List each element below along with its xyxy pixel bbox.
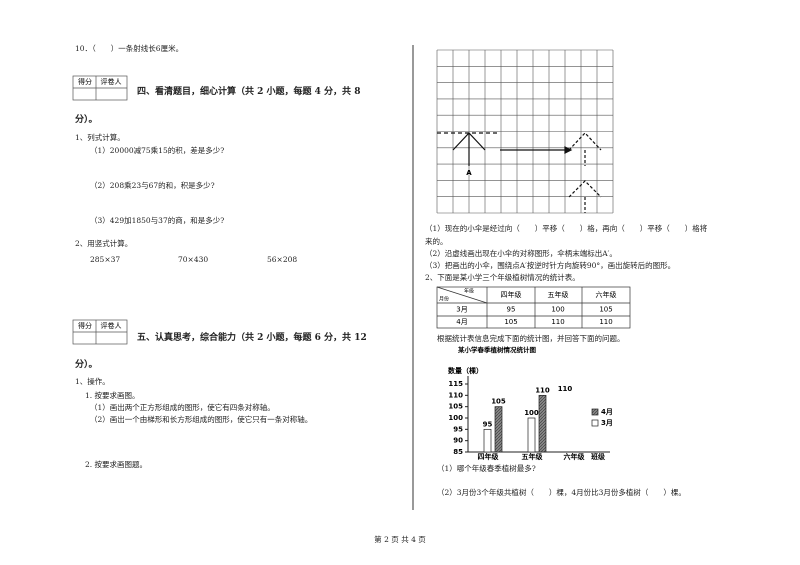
value-label: 100 [524, 409, 539, 417]
table-cell: 100 [551, 306, 564, 314]
table-cell: 3月 [456, 306, 467, 314]
y-axis-label: 数量（棵） [448, 366, 483, 375]
question: 2. 按要求画图题。 [85, 460, 148, 469]
table [436, 286, 631, 329]
value-label: 105 [491, 398, 506, 406]
x-tick-label: 五年级 [522, 452, 544, 461]
x-tick-label: 六年级 [564, 452, 586, 461]
umbrella [437, 132, 602, 213]
question: 285×37 [90, 255, 121, 264]
legend-swatch [591, 408, 599, 416]
reviewer-label: 评卷人 [101, 77, 122, 86]
question: 10．（ ）一条射线长6厘米。 [75, 44, 184, 53]
legend-label: 3月 [601, 419, 613, 427]
question: 70×430 [178, 255, 209, 264]
grid [436, 49, 614, 214]
x-tick-label: 班级 [591, 452, 606, 461]
annotation: 110 [558, 385, 573, 393]
y-tick-label: 100 [448, 414, 463, 422]
score-label: 得分 [78, 321, 92, 330]
reviewer-label: 评卷人 [101, 321, 122, 330]
table-header: 六年级 [596, 290, 617, 299]
table-cell: 95 [507, 306, 516, 314]
value-label: 95 [483, 420, 493, 428]
table-corner: 年级 [464, 288, 474, 295]
x-tick-label: 四年级 [478, 452, 500, 461]
bar [483, 428, 492, 453]
question: （1）哪个年级春季植树最多? [437, 464, 536, 473]
question: 来的。 [425, 237, 448, 246]
score-label: 得分 [78, 77, 92, 86]
section-title: 分）。 [75, 360, 98, 370]
question: 1、操作。 [75, 377, 110, 386]
question: （3）把画出的小伞，围绕点A′按逆时针方向旋转90°，画出旋转后的图形。 [425, 261, 676, 270]
legend-label: 4月 [601, 408, 613, 416]
section-title: 分）。 [75, 115, 98, 125]
footer: 第 2 页 共 4 页 [374, 535, 426, 544]
table-header: 五年级 [548, 290, 569, 299]
question: 1、列式计算。 [75, 133, 125, 142]
value-label: 110 [535, 386, 550, 394]
y-tick-label: 110 [448, 391, 463, 399]
y-tick-label: 90 [453, 437, 463, 445]
question: （2）沿虚线画出现在小伞的对称图形，伞柄末端标出A′。 [425, 249, 617, 258]
table-cell: 110 [599, 318, 612, 326]
question: （2）画出一个由梯形和长方形组成的图形，使它只有一条对称轴。 [90, 415, 313, 424]
question: 2、下面是某小学三个年级植树情况的统计表。 [425, 273, 580, 282]
chart-title: 某小学春季植树情况统计图 [458, 345, 537, 354]
section-title: 五、认真思考，综合能力（共 2 小题，每题 6 分，共 12 [137, 333, 367, 343]
bar [527, 417, 536, 453]
question: （2）3月份3个年级共植树（ ）棵，4月份比3月份多植树（ ）棵。 [437, 488, 686, 497]
table-cell: 110 [551, 318, 564, 326]
legend-swatch [591, 419, 599, 427]
question: （1）现在的小伞是经过向（ ）平移（ ）格，再向（ ）平移（ ）格将 [425, 224, 708, 233]
table-cell: 105 [599, 306, 612, 314]
table-cell: 105 [504, 318, 517, 326]
section-title: 四、看清题目，细心计算（共 2 小题，每题 4 分，共 8 [137, 87, 361, 97]
question: （2）208乘23与67的和，积是多少? [90, 181, 215, 190]
table-header: 四年级 [501, 290, 522, 299]
score-box [72, 75, 128, 345]
table-corner: 月份 [439, 296, 449, 303]
y-tick-label: 85 [453, 448, 463, 456]
table-cell: 4月 [456, 318, 467, 326]
question: 2、用竖式计算。 [75, 239, 133, 248]
point-label: A [466, 169, 472, 177]
bar [538, 394, 547, 453]
bar [494, 406, 503, 453]
question: 56×208 [267, 255, 298, 264]
y-tick-label: 95 [453, 425, 463, 433]
y-tick-label: 115 [448, 380, 463, 388]
question: （3）429加1850与37的商，和是多少? [90, 216, 225, 225]
question: （1）20000减75乘15的积，差是多少? [90, 146, 225, 155]
question: 1. 按要求画图。 [85, 391, 140, 400]
question: 根据统计表信息完成下面的统计图，并回答下面的问题。 [437, 334, 625, 343]
question: （1）画出两个正方形组成的图形，使它有四条对称轴。 [90, 403, 275, 412]
y-tick-label: 105 [448, 403, 463, 411]
